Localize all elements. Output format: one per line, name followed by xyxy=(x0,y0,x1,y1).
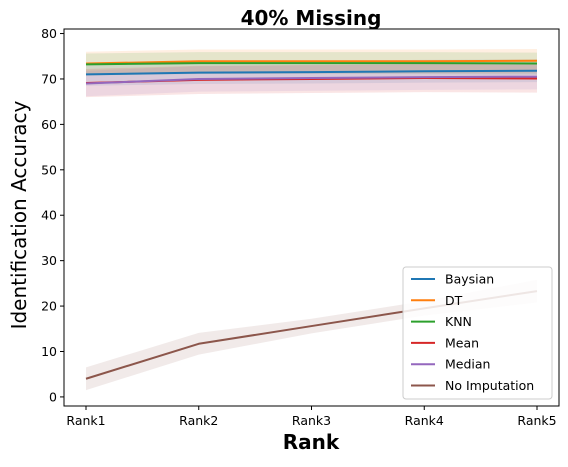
x-tick-label: Rank2 xyxy=(179,413,218,428)
y-tick-label: 70 xyxy=(41,71,57,86)
y-axis-label: Identification Accuracy xyxy=(7,100,31,329)
legend-label: Mean xyxy=(445,335,479,350)
x-axis-label: Rank xyxy=(283,430,340,454)
y-axis: 0 10 20 30 40 50 60 70 80 xyxy=(41,26,64,404)
x-tick-label: Rank3 xyxy=(292,413,331,428)
legend-label: DT xyxy=(445,293,463,308)
y-tick-label: 50 xyxy=(41,162,57,177)
legend-label: No Imputation xyxy=(445,378,534,393)
series-line-knn xyxy=(85,62,538,66)
legend-label: KNN xyxy=(445,314,472,329)
series-line-dt xyxy=(85,59,538,65)
y-tick-label: 20 xyxy=(41,299,57,314)
legend-label: Baysian xyxy=(445,272,494,287)
legend-label: Median xyxy=(445,357,490,372)
chart-title: 40% Missing xyxy=(241,6,382,30)
y-tick-label: 0 xyxy=(49,389,57,404)
x-axis: Rank1 Rank2 Rank3 Rank4 Rank5 xyxy=(66,406,557,428)
y-tick-label: 10 xyxy=(41,344,57,359)
series-line-baysian xyxy=(85,69,538,76)
series-lines xyxy=(85,59,538,380)
x-tick-label: Rank4 xyxy=(405,413,444,428)
y-tick-label: 80 xyxy=(41,26,57,41)
legend: Baysian DT KNN Mean Median No Imputation xyxy=(402,266,553,400)
y-tick-label: 60 xyxy=(41,117,57,132)
y-tick-label: 40 xyxy=(41,208,57,223)
legend-box xyxy=(402,266,553,400)
y-tick-label: 30 xyxy=(41,253,57,268)
x-tick-label: Rank1 xyxy=(66,413,105,428)
x-tick-label: Rank5 xyxy=(517,413,556,428)
series-line-median xyxy=(85,75,538,85)
